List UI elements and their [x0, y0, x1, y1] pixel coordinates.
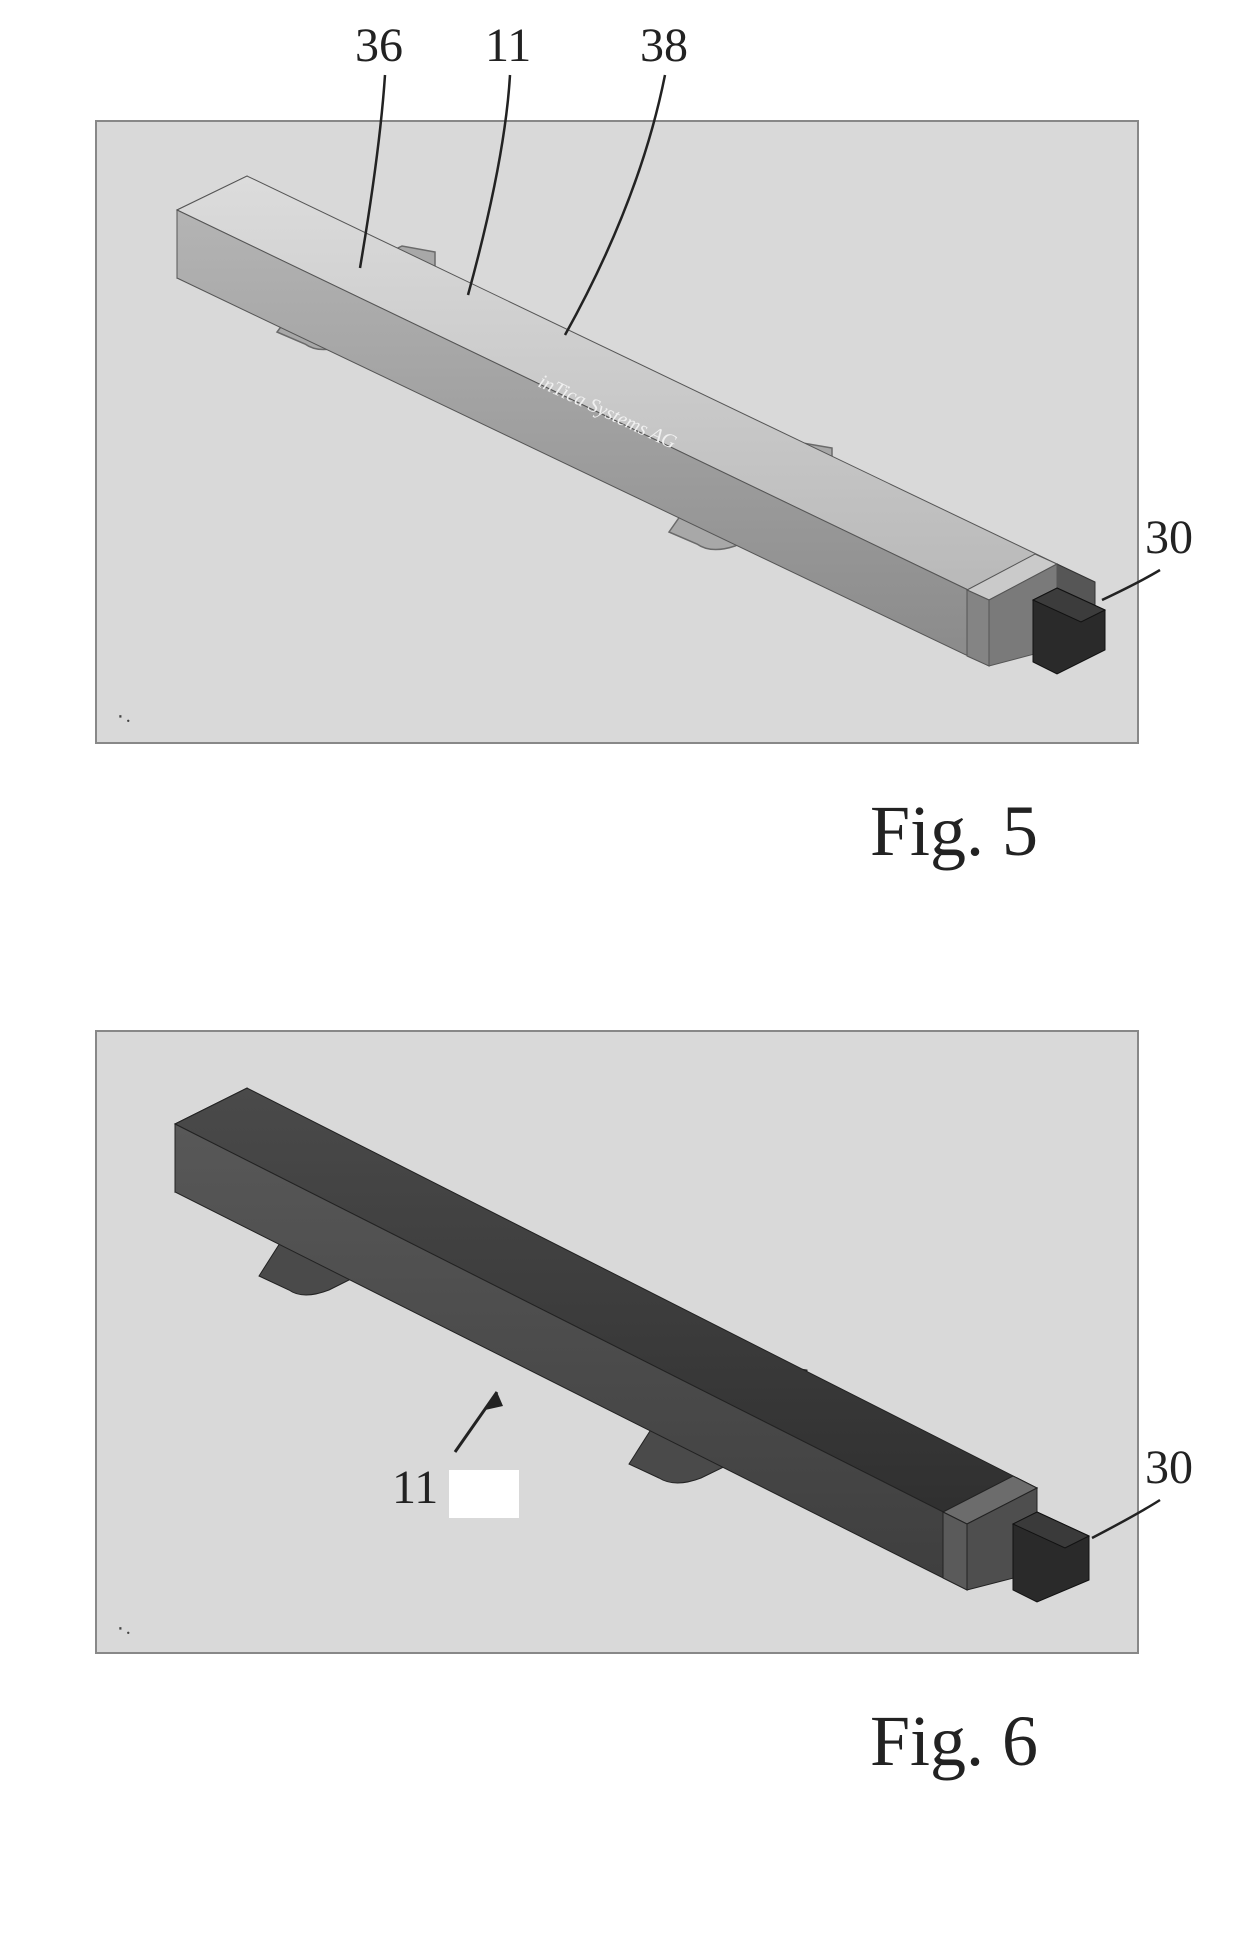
- ref-30-bottom: 30: [1145, 1440, 1193, 1495]
- page: inTica Systems AG ٠. 36 11 38 30 Fig. 5: [0, 0, 1240, 1941]
- figure-6-caption: Fig. 6: [870, 1700, 1038, 1783]
- figure-6-leaders: [0, 0, 1240, 1941]
